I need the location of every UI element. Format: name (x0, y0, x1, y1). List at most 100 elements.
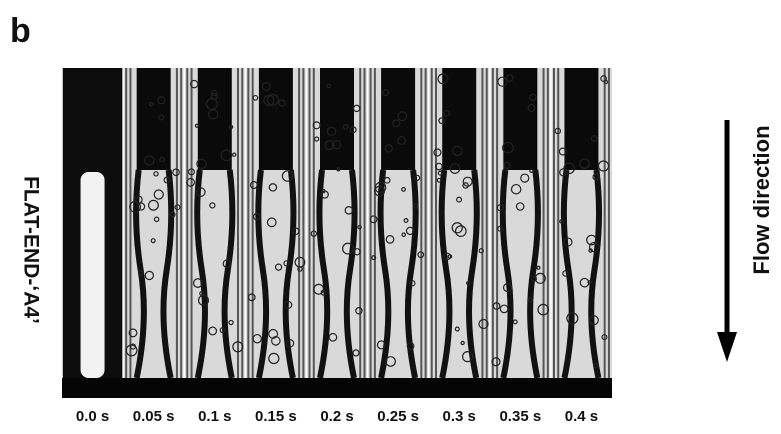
bubble (531, 276, 537, 282)
bubble (197, 294, 210, 306)
bubble (312, 121, 321, 130)
time-label: 0.4 s (565, 408, 598, 425)
bubble (503, 161, 511, 170)
time-label: 0.1 s (198, 408, 231, 425)
bubble (297, 266, 303, 272)
bubble (409, 280, 416, 287)
bubble (529, 93, 537, 102)
bubble (274, 263, 283, 271)
jet-right-edge (404, 169, 419, 379)
bubble (587, 280, 592, 285)
bubble (385, 234, 395, 244)
bubble (376, 340, 386, 350)
bubble (497, 225, 504, 232)
bubble (172, 168, 180, 177)
bubble (588, 241, 600, 253)
bubble (438, 117, 446, 125)
bubble (456, 196, 463, 203)
bubble (129, 343, 137, 350)
bubble (324, 140, 335, 151)
bubble (435, 162, 443, 171)
bubble (478, 318, 489, 330)
bubble (153, 216, 160, 223)
bubble (220, 149, 233, 162)
bubble (601, 334, 608, 341)
bubble (268, 352, 280, 365)
bubble (600, 75, 607, 82)
bubble (355, 307, 363, 315)
bubble (437, 170, 443, 176)
jet (80, 172, 105, 378)
bubble (563, 162, 575, 175)
bubble (558, 147, 567, 156)
bubble (232, 341, 244, 353)
bubble (186, 177, 196, 187)
bubble (437, 73, 449, 85)
bubble (579, 158, 590, 170)
bubble (266, 93, 279, 106)
bubble (208, 326, 218, 336)
bubble (499, 304, 509, 314)
bubble (512, 319, 518, 325)
jet-left-edge (560, 169, 575, 379)
bubble (283, 260, 290, 267)
bubble (332, 140, 342, 150)
bubble (252, 333, 262, 344)
bubble (261, 82, 271, 92)
bubble (189, 79, 199, 89)
bubble (401, 232, 407, 238)
bubble (192, 278, 203, 288)
time-label: 0.0 s (76, 408, 109, 425)
nozzle (381, 68, 416, 170)
image-strip: 0.0 s 0.05 s 0.1 s 0.15 s 0.2 s 0.25 s 0.3 s 0.… (61, 68, 612, 425)
bubble (588, 315, 599, 326)
bubble (586, 234, 597, 246)
bubble (593, 362, 599, 369)
bubble (505, 74, 514, 82)
bubble (174, 204, 181, 211)
bubble (349, 126, 357, 134)
bubble (326, 83, 332, 89)
bubble (194, 123, 200, 128)
jet-right-edge (221, 169, 236, 379)
bubble (285, 339, 295, 348)
bubble (491, 357, 501, 367)
time-label: 0.15 s (255, 408, 297, 425)
bubble (383, 176, 391, 184)
bubble (353, 248, 361, 256)
bubble (336, 167, 341, 172)
bubble (452, 145, 463, 157)
bubble (454, 225, 467, 238)
jet-right-edge (282, 169, 297, 379)
bubble (207, 109, 219, 120)
flow-arrow-head (717, 332, 737, 362)
bubble (195, 187, 206, 197)
bubble (310, 230, 318, 237)
bubble (492, 302, 501, 310)
bubble (597, 160, 610, 172)
bubble (590, 135, 598, 143)
jet-right-edge (527, 169, 541, 379)
bubble (515, 202, 525, 211)
jet-right-edge (160, 169, 175, 379)
bubble (382, 89, 390, 97)
bubble (153, 171, 159, 177)
bubble (137, 270, 144, 276)
bubble (462, 351, 474, 363)
bubble (144, 155, 155, 166)
nozzle (136, 68, 171, 170)
bubble (263, 94, 275, 107)
bubble (163, 176, 171, 184)
bubble (449, 163, 461, 174)
bubble (462, 176, 473, 187)
bubble (443, 252, 452, 261)
bubble (357, 224, 362, 230)
panel-label: b (10, 12, 31, 50)
bubble (159, 156, 165, 163)
bubble (403, 218, 409, 223)
bubble (397, 111, 408, 122)
bubble (187, 168, 195, 176)
bubble (562, 270, 569, 277)
bubble (321, 188, 326, 194)
